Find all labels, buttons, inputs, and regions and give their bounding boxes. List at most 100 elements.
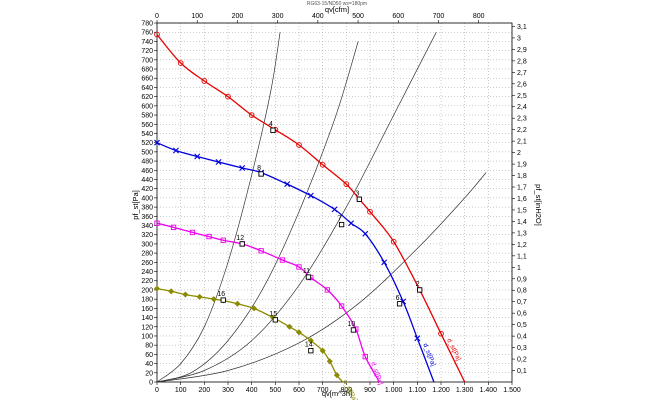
curve-marker-circle [390, 238, 397, 245]
curve-marker-x [172, 147, 179, 154]
curve-marker-x [348, 220, 355, 227]
x-tick-label: 0 [155, 387, 159, 394]
y2-tick-label: 0,5 [517, 322, 527, 329]
y2-tick-label: 3,1 [517, 24, 527, 31]
grid [157, 22, 512, 382]
system-curve-line [156, 172, 487, 383]
curve-marker-diamond [196, 293, 203, 300]
curve-marker-x [284, 181, 291, 188]
y-tick-label: 520 [141, 140, 153, 147]
system-curve-line [156, 32, 437, 383]
y-tick-label: 780 [141, 21, 153, 28]
curve-marker-diamond [295, 329, 303, 336]
y-tick-label: 20 [145, 370, 153, 377]
operating-point-label: 7 [338, 216, 342, 223]
x2-tick-label: 700 [433, 13, 445, 20]
operating-point-marker [356, 196, 362, 202]
y2-tick-label: 2,5 [517, 93, 527, 100]
system-curves [156, 32, 487, 383]
operating-point-marker [258, 171, 264, 177]
x2-tick-label: 400 [312, 13, 324, 20]
y2-tick-label: 2,4 [517, 104, 527, 111]
y-tick-label: 680 [141, 67, 153, 74]
y2-tick-label: 0,7 [517, 299, 527, 306]
x-tick-label: 1.000 [385, 387, 403, 394]
y2-tick-label: 1,5 [517, 207, 527, 214]
operating-point-marker [338, 221, 345, 228]
y-tick-label: 360 [141, 214, 153, 221]
curve-marker-square [220, 237, 226, 243]
curve-marker-diamond [168, 288, 175, 295]
curve-marker-circle [438, 330, 444, 337]
curve-marker-square [154, 220, 160, 226]
curve-marker-x [331, 206, 338, 213]
y2-tick-label: 1,2 [517, 242, 527, 249]
operating-point-label: 12 [236, 235, 244, 242]
y2-tick-label: 3 [517, 35, 521, 42]
curve-marker-diamond [153, 285, 161, 292]
curve-marker-diamond [234, 300, 241, 307]
y-tick-label: 720 [141, 48, 153, 55]
x-tick-label: 500 [269, 387, 281, 394]
curve-marker-x [381, 259, 388, 266]
fan-curve-line [156, 222, 381, 383]
y-tick-label: 160 [141, 306, 153, 313]
x2-tick-label: 800 [473, 13, 485, 20]
x-tick-label: 100 [175, 387, 187, 394]
operating-point-marker [396, 301, 403, 307]
fan-curve-line [156, 34, 466, 383]
y2-tick-label: 1,7 [517, 185, 527, 192]
x-tick-label: 300 [222, 387, 234, 394]
y2-tick-label: 2,6 [517, 81, 527, 88]
y-tick-label: 120 [141, 324, 153, 331]
curve-marker-circle [343, 181, 350, 187]
y-tick-label: 600 [141, 103, 153, 110]
curve-marker-diamond [307, 337, 314, 344]
curve-marker-circle [296, 142, 302, 148]
y2-tick-label: 2,8 [517, 58, 527, 65]
curve-marker-square [362, 354, 368, 360]
curve-marker-circle [248, 112, 255, 118]
y2-tick-label: 1,1 [517, 253, 527, 260]
operating-point-label: 4 [269, 121, 273, 128]
y-tick-label: 540 [141, 131, 153, 138]
x2-tick-label: 500 [352, 13, 364, 20]
y2-tick-label: 0,6 [517, 311, 527, 318]
y-tick-label: 700 [141, 57, 153, 64]
y2-tick-label: 0,8 [517, 288, 527, 295]
operating-point-label: 11 [303, 268, 310, 275]
y-tick-label: 180 [141, 297, 153, 304]
y2-tick-label: 1,6 [517, 196, 527, 203]
curve-marker-x [239, 164, 246, 171]
y-tick-label: 0 [149, 380, 153, 387]
y-tick-label: 500 [141, 149, 153, 156]
operating-point-marker [272, 317, 278, 323]
operating-point-label: 2 [416, 281, 420, 288]
system-curve-line [156, 41, 359, 383]
y2-tick-label: 1,4 [517, 219, 527, 226]
curve-marker-circle [201, 78, 208, 84]
y2-tick-label: 1,8 [517, 173, 527, 180]
bottom-axis-label: qv[m^3h] [322, 389, 352, 398]
curve-marker-diamond [333, 372, 340, 379]
operating-point-label: 14 [305, 342, 313, 349]
y-tick-label: 480 [141, 159, 153, 166]
operating-points: 4 8 12 16 3 7 11 15 2 6 10 14 [217, 121, 423, 354]
y-tick-label: 240 [141, 269, 153, 276]
y-tick-label: 640 [141, 85, 153, 92]
x2-tick-label: 200 [232, 13, 244, 20]
y-tick-label: 580 [141, 113, 153, 120]
y-tick-label: 660 [141, 76, 153, 83]
curve-marker-square [170, 224, 177, 231]
top-axis-ticks: 0 100 200 300 400 500 600 700 800 [155, 13, 485, 23]
operating-point-label: 10 [348, 321, 356, 328]
y2-tick-label: 0,9 [517, 276, 527, 283]
curve-marker-x [414, 335, 421, 342]
y-tick-label: 460 [141, 168, 153, 175]
x2-tick-label: 0 [155, 13, 159, 20]
y-tick-label: 200 [141, 287, 153, 294]
y2-tick-label: 0,2 [517, 357, 527, 364]
y-tick-label: 220 [141, 278, 153, 285]
x-tick-label: 1.200 [432, 387, 450, 394]
y-tick-label: 280 [141, 251, 153, 258]
